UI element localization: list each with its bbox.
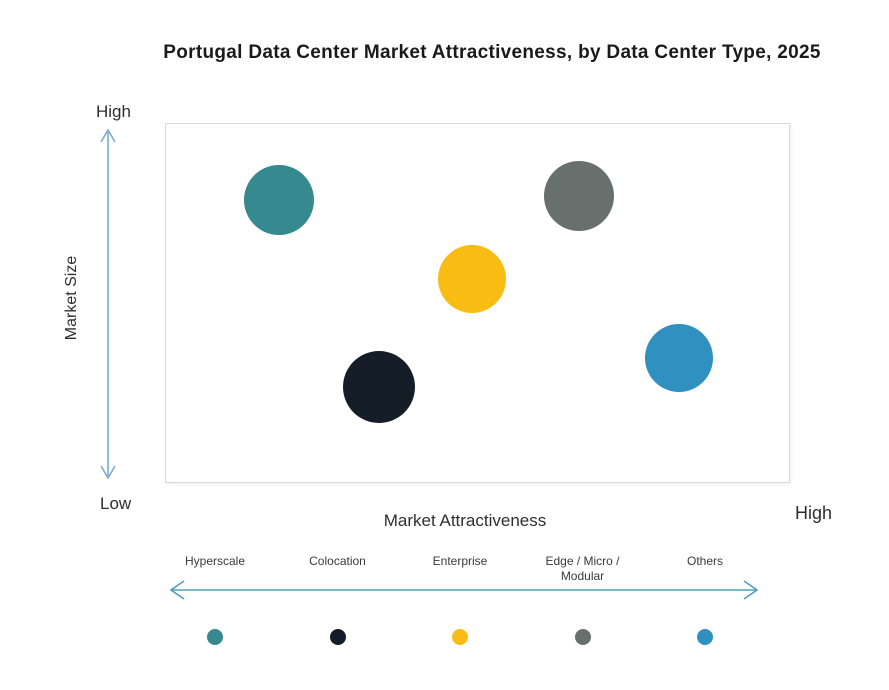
legend-dot-colocation	[329, 629, 346, 645]
y-axis-arrow	[100, 128, 116, 480]
bubble-edge-micro-modular	[543, 161, 614, 231]
chart-title: Portugal Data Center Market Attractivene…	[163, 42, 821, 63]
legend-axis-arrow	[169, 580, 759, 600]
legend-dot-enterprise	[452, 629, 468, 645]
bubble-others	[644, 324, 713, 392]
legend-label-edge-micro-modular: Edge / Micro / Modular	[545, 554, 620, 583]
x-axis-high-label: High	[795, 503, 833, 523]
y-axis-low-label: Low	[100, 494, 132, 513]
legend-label-enterprise: Enterprise	[432, 554, 488, 568]
legend-label-colocation: Colocation	[309, 554, 366, 568]
plot-area	[165, 123, 790, 483]
bubble-colocation	[342, 350, 415, 423]
x-axis-title: Market Attractiveness	[383, 511, 547, 530]
y-axis-title: Market Size	[63, 255, 80, 341]
bubble-hyperscale	[243, 164, 314, 235]
y-axis-high-label: High	[96, 102, 131, 121]
bubble-enterprise	[438, 244, 507, 313]
legend: Hyperscale Colocation Enterprise Edge / Mic…	[0, 548, 889, 668]
legend-label-hyperscale: Hyperscale	[184, 554, 246, 568]
legend-dot-edge-micro-modular	[574, 629, 591, 645]
legend-dot-others	[697, 629, 713, 645]
legend-label-others: Others	[686, 554, 723, 568]
legend-dot-hyperscale	[207, 629, 223, 645]
